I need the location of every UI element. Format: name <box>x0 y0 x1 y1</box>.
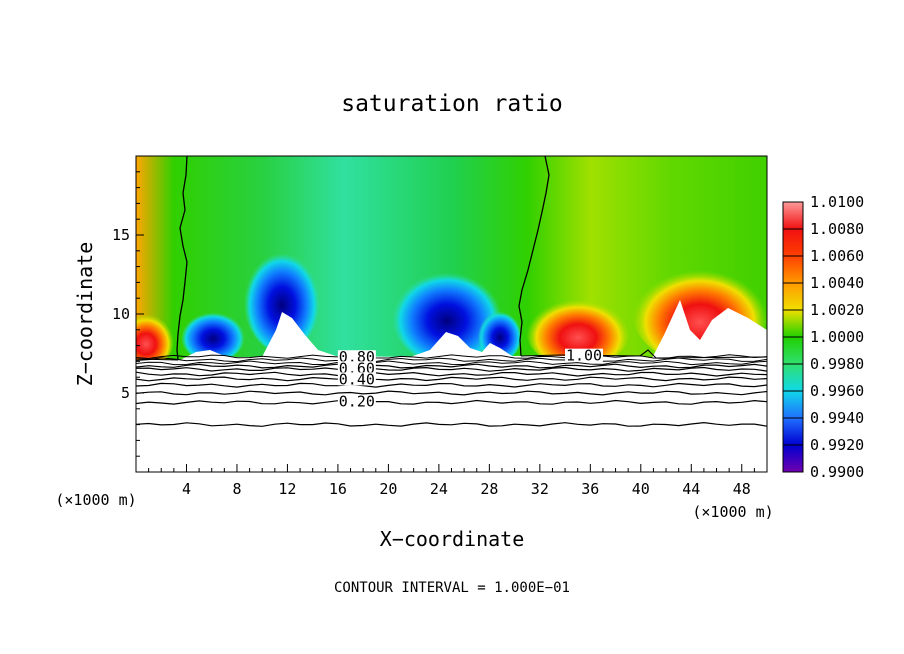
unity-contour-right <box>518 156 550 357</box>
x-tick-label-16: 16 <box>329 480 347 498</box>
colorbar-label: 1.0040 <box>810 274 864 292</box>
x-axis-label: X−coordinate <box>380 527 525 551</box>
contour-label-bg <box>337 372 376 386</box>
isoline-1 <box>136 357 767 363</box>
x-tick-label-24: 24 <box>430 480 448 498</box>
contour-label: 0.20 <box>339 392 375 410</box>
x-tick-label-20: 20 <box>379 480 397 498</box>
contour-label: 1.00 <box>566 347 602 365</box>
colorbar-label: 1.0020 <box>810 301 864 319</box>
unity-contour-base <box>136 349 767 361</box>
contour-label-bg <box>337 361 376 375</box>
x-tick-label-32: 32 <box>531 480 549 498</box>
supersaturated-cell-1 <box>526 292 630 368</box>
isoline-2 <box>136 360 767 366</box>
isoline-9 <box>136 399 767 405</box>
y-tick-label-5: 5 <box>121 384 130 402</box>
unsaturated-terrain <box>136 300 767 472</box>
x-unit-left: (×1000 m) <box>55 491 136 509</box>
isoline-7 <box>136 382 767 388</box>
contour-label-bg <box>337 394 376 408</box>
x-unit-right: (×1000 m) <box>692 503 773 521</box>
subsaturated-cell-2 <box>392 268 502 364</box>
isoline-4 <box>136 366 767 372</box>
contour-label: 0.40 <box>339 370 375 388</box>
colorbar-label: 0.9940 <box>810 409 864 427</box>
isoline-6 <box>136 376 767 382</box>
plot-area: 1.000.800.600.400.20 <box>136 156 767 472</box>
x-tick-label-36: 36 <box>581 480 599 498</box>
colorbar: 1.0100 1.0080 1.0060 1.0040 1.0020 1.0000 0.99… <box>782 193 864 481</box>
colorbar-label: 0.9980 <box>810 355 864 373</box>
isoline-8 <box>136 390 767 396</box>
isoline-5 <box>136 371 767 377</box>
subsaturated-cell-1 <box>244 248 320 352</box>
supersaturated-cell-3 <box>136 308 174 368</box>
contour-label-bg <box>337 350 376 364</box>
isoline-3 <box>136 363 767 369</box>
x-tick-label-8: 8 <box>232 480 241 498</box>
x-axis: 4 8 12 16 20 24 28 32 36 40 44 48 <box>148 464 755 498</box>
colorbar-label: 0.9920 <box>810 436 864 454</box>
contour-label-bg <box>565 348 604 362</box>
colorbar-label: 1.0100 <box>810 193 864 211</box>
x-tick-label-12: 12 <box>278 480 296 498</box>
isolines <box>136 354 767 427</box>
colorbar-label: 1.0080 <box>810 220 864 238</box>
contour-interval-note: CONTOUR INTERVAL = 1.000E−01 <box>334 580 570 596</box>
chart-title: saturation ratio <box>341 91 563 117</box>
unity-contour-left <box>176 156 188 361</box>
isoline-0 <box>136 354 767 360</box>
y-axis: 5 10 15 <box>112 171 144 457</box>
isoline-10 <box>136 421 767 427</box>
colorbar-label: 1.0060 <box>810 247 864 265</box>
colorbar-label: 0.9900 <box>810 463 864 481</box>
x-tick-label-28: 28 <box>480 480 498 498</box>
y-tick-label-15: 15 <box>112 226 130 244</box>
contour-labels: 1.000.800.600.400.20 <box>337 347 604 410</box>
x-tick-label-48: 48 <box>733 480 751 498</box>
y-axis-label: Z−coordinate <box>73 242 97 387</box>
y-tick-label-10: 10 <box>112 305 130 323</box>
colorbar-label: 1.0000 <box>810 328 864 346</box>
colorbar-ticks: 1.0100 1.0080 1.0060 1.0040 1.0020 1.0000 0.99… <box>783 193 864 481</box>
colorbar-label: 0.9960 <box>810 382 864 400</box>
x-tick-label-44: 44 <box>682 480 700 498</box>
subsaturated-cell-3 <box>181 310 245 362</box>
x-tick-label-40: 40 <box>632 480 650 498</box>
x-tick-label-4: 4 <box>182 480 191 498</box>
